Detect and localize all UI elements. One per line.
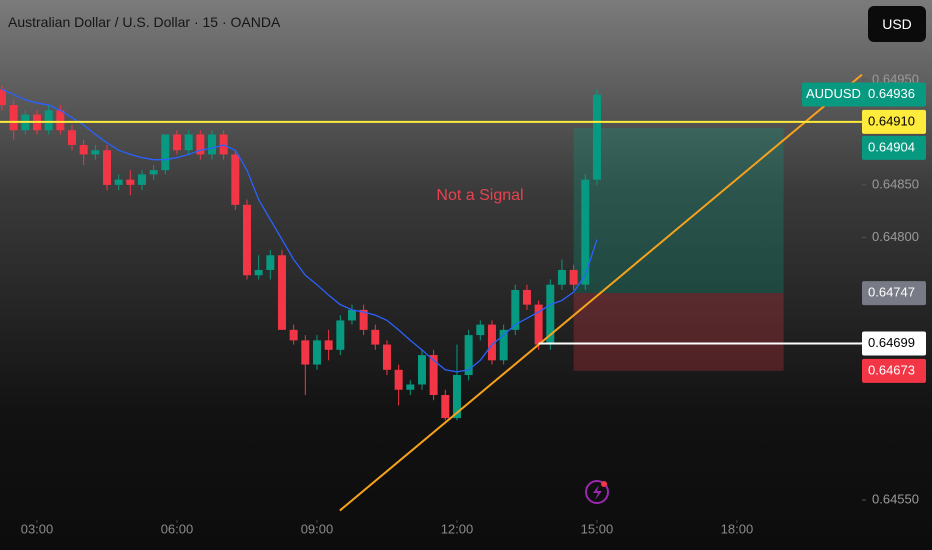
- candle-body: [79, 144, 88, 155]
- candle-body: [511, 289, 520, 330]
- candle-body: [266, 255, 275, 270]
- plot: 0.64950 0.64850 0.64800 0.64550 03:00 06:00 09…: [0, 71, 926, 536]
- candle-body: [476, 324, 485, 336]
- trendline: [339, 73, 863, 512]
- candle-body: [196, 134, 205, 155]
- candle-body: [452, 375, 461, 419]
- candle-body: [522, 289, 531, 305]
- x-tick-label: 18:00: [721, 521, 754, 536]
- candle-body: [371, 329, 380, 345]
- candle-body: [9, 105, 18, 131]
- target-label: 0.64904: [868, 139, 915, 154]
- candle-body: [581, 179, 590, 285]
- candle-body: [207, 134, 216, 155]
- candle-body: [231, 154, 240, 205]
- candle-body: [126, 179, 135, 185]
- candle-body: [289, 329, 298, 341]
- candle-body: [336, 320, 345, 350]
- profit-zone: [573, 128, 784, 294]
- loss-zone: [573, 293, 784, 371]
- candle-body: [406, 384, 415, 390]
- candle-body: [429, 355, 438, 395]
- x-tick-label: 06:00: [161, 521, 194, 536]
- candle-body: [394, 369, 403, 390]
- candle-body: [359, 309, 368, 330]
- candle-body: [464, 335, 473, 376]
- stop-label-bg: [862, 358, 926, 383]
- currency-button[interactable]: USD: [868, 6, 926, 42]
- candle-body: [312, 340, 321, 365]
- resistance-label: 0.64910: [868, 113, 915, 128]
- candle-body: [499, 329, 508, 361]
- y-tick-label: 0.64550: [872, 491, 919, 506]
- candle-body: [382, 344, 391, 370]
- last-price-bg: [802, 82, 926, 107]
- level-label: 0.64699: [868, 335, 915, 350]
- symbol-label: AUDUSD: [806, 86, 861, 101]
- y-tick-label: 0.64850: [872, 176, 919, 191]
- candle-body: [592, 94, 601, 180]
- candle-body: [301, 340, 310, 365]
- candle-body: [114, 179, 123, 185]
- candle-body: [569, 269, 578, 285]
- alert-icon: [585, 480, 609, 504]
- candle-body: [534, 304, 543, 345]
- candle-body: [102, 150, 111, 185]
- entry-label-bg: [862, 281, 926, 306]
- candle-body: [557, 269, 566, 285]
- candle-body: [242, 204, 251, 276]
- candle-body: [161, 134, 170, 171]
- candle-body: [56, 110, 65, 131]
- x-tick-label: 12:00: [441, 521, 474, 536]
- candle-body: [277, 255, 286, 330]
- candle-body: [172, 134, 181, 151]
- moving-average: [1, 88, 598, 373]
- y-tick-label: 0.64950: [872, 71, 919, 86]
- last-price-label: 0.64936: [868, 86, 915, 101]
- y-tick-label: 0.64800: [872, 229, 919, 244]
- candle-body: [44, 110, 53, 131]
- level-label-bg: [862, 331, 926, 356]
- resistance-label-bg: [862, 109, 926, 134]
- chart-title: Australian Dollar / U.S. Dollar · 15 · O…: [8, 14, 281, 30]
- candle-body: [137, 174, 146, 185]
- candle-body: [254, 269, 263, 276]
- stop-label: 0.64673: [868, 362, 915, 377]
- candle-body: [91, 150, 100, 155]
- candle-body: [347, 309, 356, 321]
- candle-body: [324, 340, 333, 350]
- candle-body: [441, 394, 450, 419]
- x-tick-label: 15:00: [581, 521, 614, 536]
- x-tick-label: 09:00: [301, 521, 334, 536]
- candle-body: [546, 284, 555, 345]
- candle-body: [417, 355, 426, 385]
- annotation: Not a Signal: [436, 187, 523, 204]
- target-label-bg: [862, 135, 926, 160]
- candle-body: [149, 170, 158, 175]
- x-tick-label: 03:00: [21, 521, 54, 536]
- candle-body: [0, 89, 7, 106]
- candle-body: [184, 134, 193, 151]
- candle-body: [68, 130, 77, 145]
- candle-body: [487, 324, 496, 361]
- entry-label: 0.64747: [868, 285, 915, 300]
